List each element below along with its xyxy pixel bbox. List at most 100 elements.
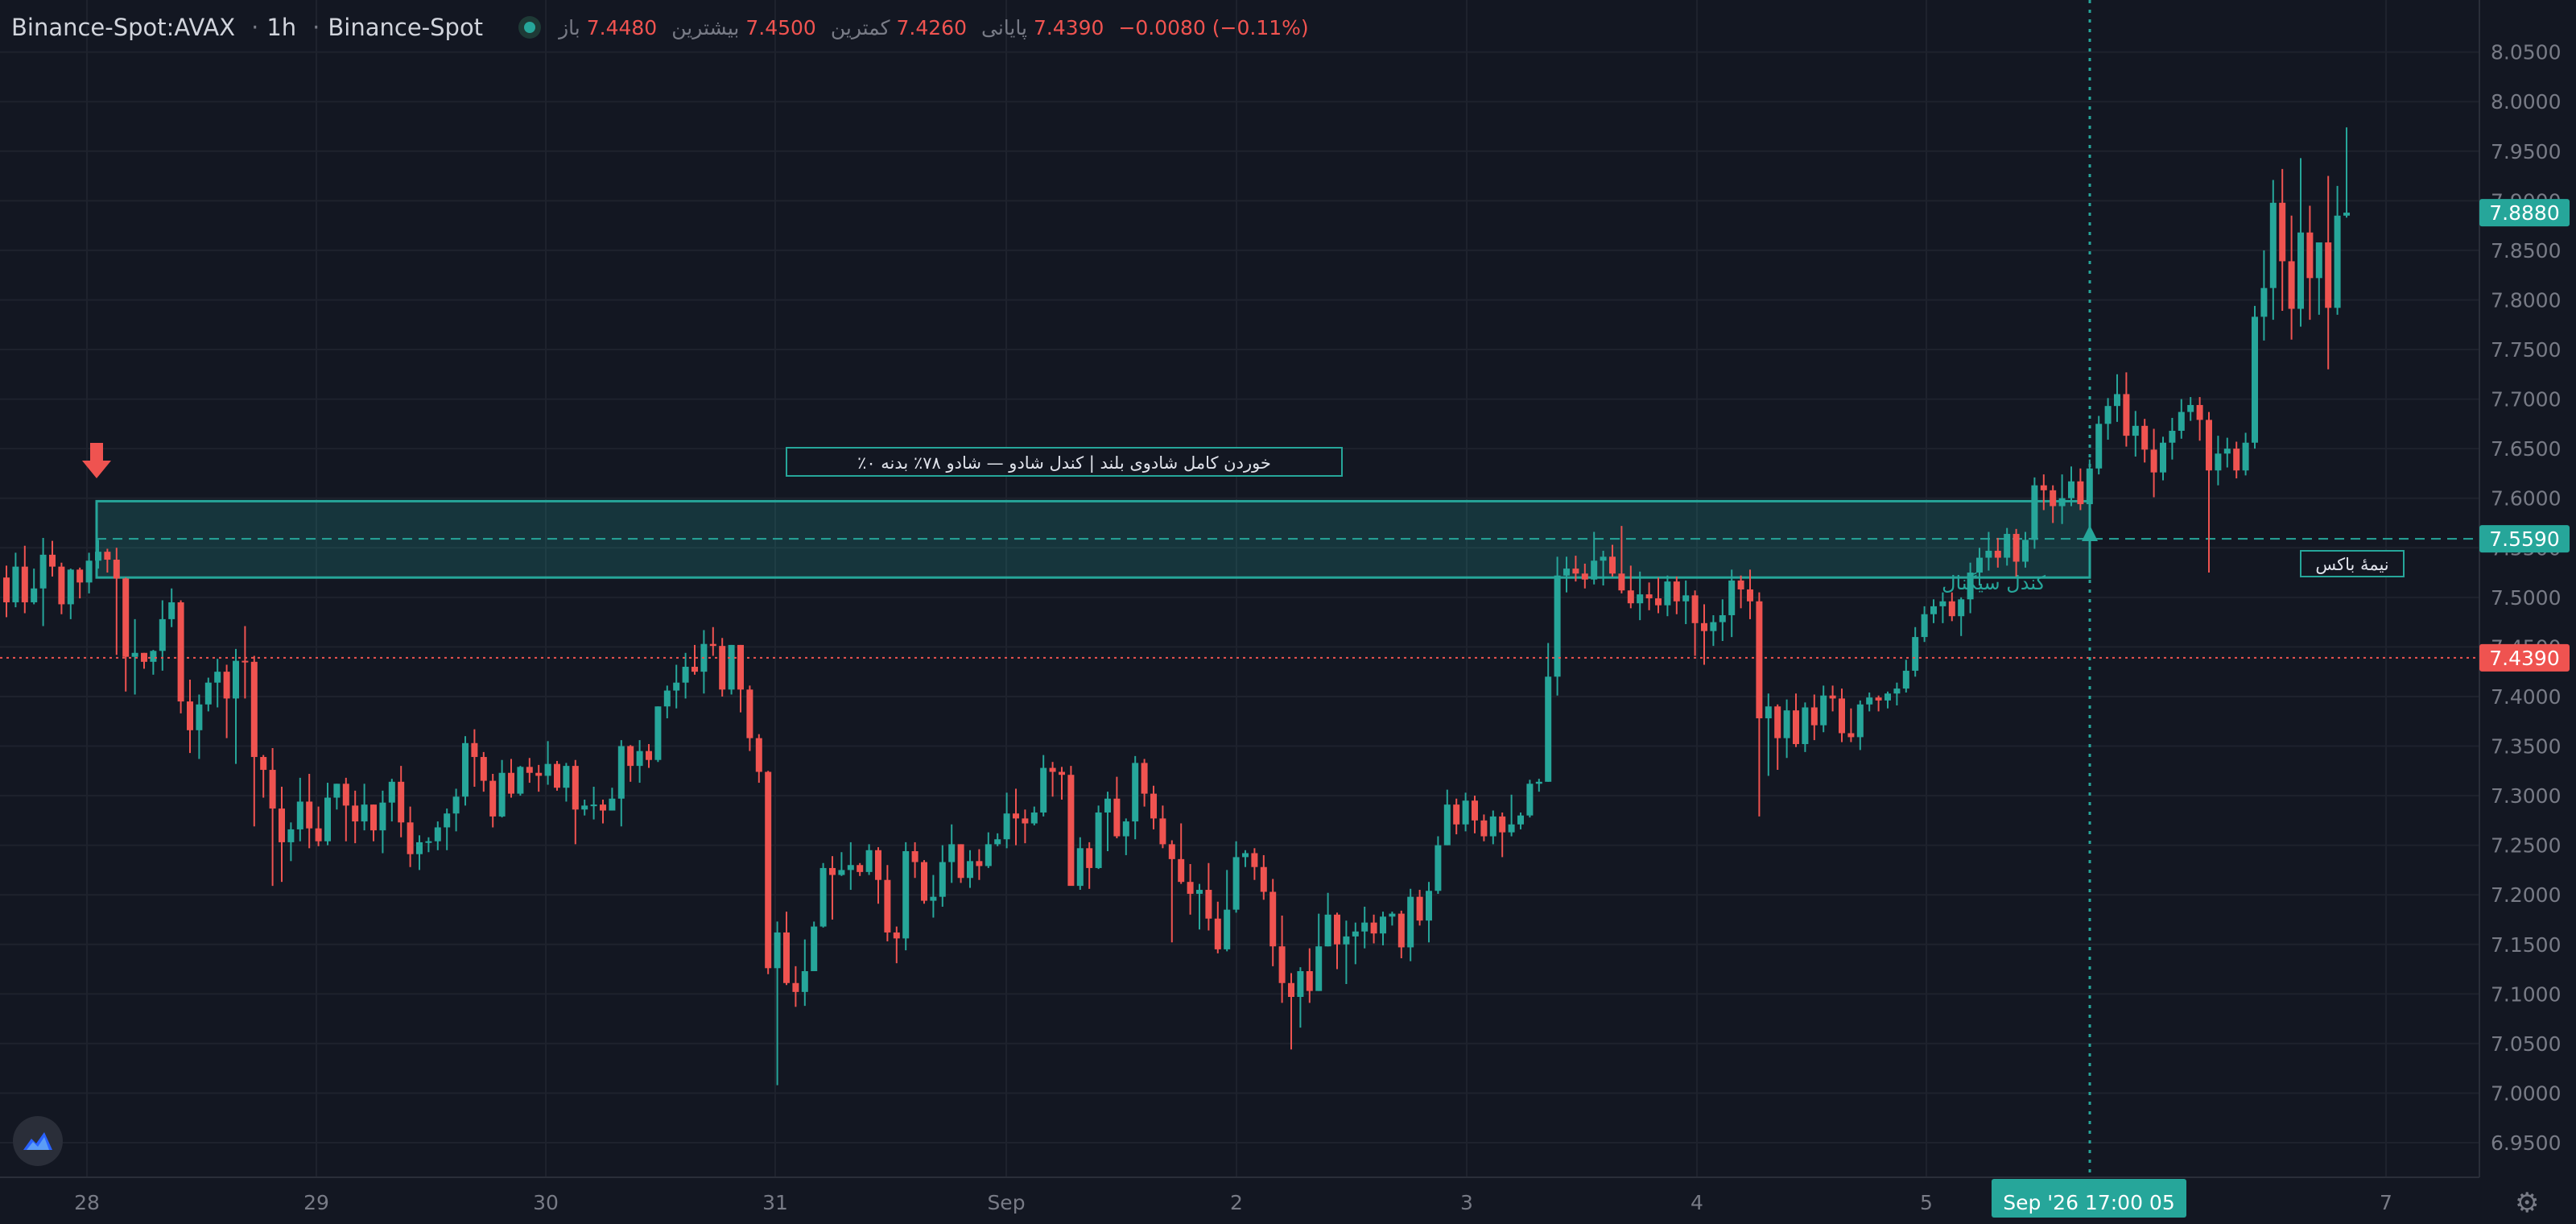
candle xyxy=(884,865,891,942)
candle xyxy=(1747,569,1753,619)
candle xyxy=(425,837,432,853)
candle-body xyxy=(260,757,267,771)
candle xyxy=(508,759,514,798)
arrow-head xyxy=(82,461,111,478)
crosshair-time-text: Sep '26 17:00 05 xyxy=(2003,1191,2175,1214)
candle xyxy=(609,788,616,811)
candle xyxy=(1517,812,1524,829)
candle-body xyxy=(774,932,781,969)
candle-body xyxy=(2040,485,2047,490)
candle-body xyxy=(333,784,341,798)
candle-body xyxy=(1774,706,1781,738)
candle-body xyxy=(1040,767,1047,813)
signal-box[interactable] xyxy=(95,499,2479,579)
candle xyxy=(260,755,267,798)
candle xyxy=(728,644,735,695)
candle xyxy=(1875,695,1882,712)
candle-body xyxy=(104,552,111,560)
candle-body xyxy=(2242,442,2249,471)
candle-body xyxy=(957,844,964,879)
candle-body xyxy=(2050,490,2057,507)
candle xyxy=(572,759,579,845)
candle xyxy=(1480,814,1488,842)
candle-body xyxy=(1618,573,1625,591)
candle xyxy=(2022,531,2029,568)
candle xyxy=(783,912,790,986)
time-tick-label: 7 xyxy=(2380,1191,2392,1214)
candle xyxy=(875,847,881,904)
candle xyxy=(627,745,634,782)
candle-body xyxy=(2269,202,2277,288)
candle xyxy=(2160,436,2166,481)
candle xyxy=(1489,810,1496,845)
price-tick-label: 8.0500 xyxy=(2491,41,2561,64)
candle xyxy=(1104,792,1111,852)
candle xyxy=(104,548,111,573)
candle-body xyxy=(1563,569,1570,576)
candle-body xyxy=(1600,556,1607,561)
open-label: باز xyxy=(559,15,580,39)
candle xyxy=(2040,474,2047,511)
logo-icon[interactable] xyxy=(13,1116,63,1166)
candle-body xyxy=(1939,601,1946,606)
price-tick-label: 7.6000 xyxy=(2491,487,2561,511)
candle-body xyxy=(691,667,698,672)
candle-body xyxy=(1122,821,1129,837)
candle xyxy=(857,862,864,876)
candle xyxy=(1150,785,1157,829)
candle xyxy=(379,790,386,854)
candle xyxy=(1554,556,1561,696)
candle xyxy=(1701,604,1707,665)
candle xyxy=(1416,890,1423,926)
candle-body xyxy=(2288,261,2295,309)
candle xyxy=(1178,823,1185,884)
candle xyxy=(250,655,258,827)
candle-body xyxy=(2058,498,2066,507)
price-tick-label: 7.2000 xyxy=(2491,883,2561,907)
candle xyxy=(911,842,919,879)
candle-body xyxy=(1627,590,1634,604)
candle xyxy=(1288,973,1294,1050)
candle-body xyxy=(1150,793,1157,819)
time-axis: 28 29 30 31 Sep 2 3 4 5 7 Sep '26 17:00 05 xyxy=(0,1176,2576,1224)
candle xyxy=(279,786,285,883)
candle xyxy=(957,844,964,883)
current-price-badge-bg xyxy=(2479,643,2570,672)
candle xyxy=(471,729,478,787)
candle xyxy=(315,806,322,846)
gear-icon[interactable]: ⚙ xyxy=(2515,1187,2540,1219)
candle-body xyxy=(609,798,616,811)
interval-label[interactable]: 1h xyxy=(266,14,297,41)
candle xyxy=(1673,576,1680,614)
time-axis-bg xyxy=(0,1177,2576,1224)
candle xyxy=(1086,842,1093,889)
candle-body xyxy=(1535,781,1542,784)
candle xyxy=(21,545,28,614)
candle-body xyxy=(444,813,451,828)
price-tick-label: 6.9500 xyxy=(2491,1131,2561,1155)
mid-price-badge-bg xyxy=(2479,525,2570,553)
chart-header: Binance-Spot:AVAX · 1h · Binance-Spot با… xyxy=(11,11,1323,43)
candle xyxy=(1948,592,1955,622)
candle-body xyxy=(1645,594,1653,599)
candle xyxy=(1242,850,1249,867)
candle xyxy=(352,790,359,844)
candle-body xyxy=(131,652,138,657)
candle-body xyxy=(1554,575,1561,677)
candle-body xyxy=(1526,784,1534,816)
candle-body xyxy=(709,643,716,647)
candle xyxy=(2104,398,2112,440)
up-arrow-icon xyxy=(2082,525,2098,541)
price-tick-label: 7.7000 xyxy=(2491,388,2561,411)
price-tick-label: 7.1500 xyxy=(2491,933,2561,957)
symbol-name[interactable]: Binance-Spot:AVAX xyxy=(11,14,236,41)
candle xyxy=(1893,682,1901,706)
price-tick-label: 7.8500 xyxy=(2491,239,2561,263)
candle-body xyxy=(407,822,414,854)
candle-body xyxy=(379,802,386,831)
candle-body xyxy=(2215,453,2222,471)
candle-body xyxy=(1013,813,1019,819)
candle xyxy=(1426,882,1432,943)
candle xyxy=(774,921,781,1085)
